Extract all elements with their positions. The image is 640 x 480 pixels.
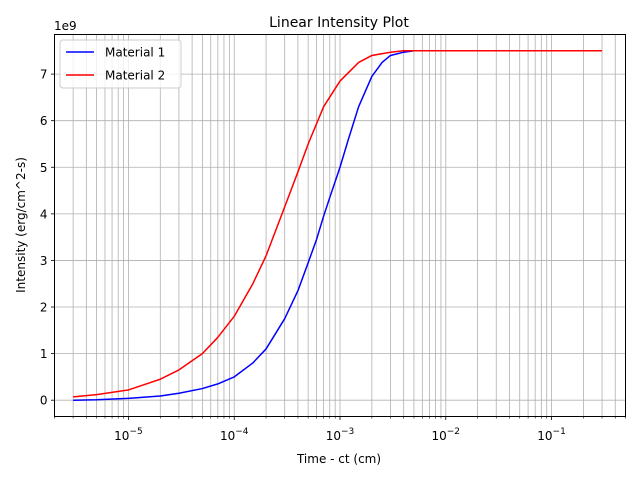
- y-offset-label: 1e9: [54, 19, 77, 33]
- legend: Material 1 Material 2: [59, 39, 182, 89]
- legend-label-material-2: Material 2: [105, 69, 165, 83]
- x-tick-label: 10−4: [220, 427, 249, 443]
- y-tick-label: 6: [40, 114, 48, 128]
- x-axis-title: Time - ct (cm): [296, 452, 381, 466]
- y-tick-label: 0: [40, 394, 48, 408]
- y-tick-label: 1: [40, 347, 48, 361]
- axis-ticks: 0 1 2 3 4 5 6 7 10−5 10−4 10−3 10−2 10−1: [40, 68, 626, 443]
- y-tick-label: 4: [40, 207, 48, 221]
- y-tick-label: 5: [40, 161, 48, 175]
- y-axis-title: Intensity (erg/cm^2-s): [14, 157, 28, 293]
- y-tick-label: 7: [40, 68, 48, 82]
- series-line-material-2: [73, 50, 603, 398]
- x-tick-label: 10−1: [537, 427, 566, 443]
- chart-title: Linear Intensity Plot: [269, 15, 409, 31]
- x-tick-label: 10−5: [114, 427, 143, 443]
- y-tick-label: 3: [40, 254, 48, 268]
- x-tick-label: 10−2: [431, 427, 460, 443]
- series-lines: [73, 50, 603, 401]
- y-tick-label: 2: [40, 301, 48, 315]
- x-tick-label: 10−3: [326, 427, 355, 443]
- legend-label-material-1: Material 1: [105, 46, 165, 60]
